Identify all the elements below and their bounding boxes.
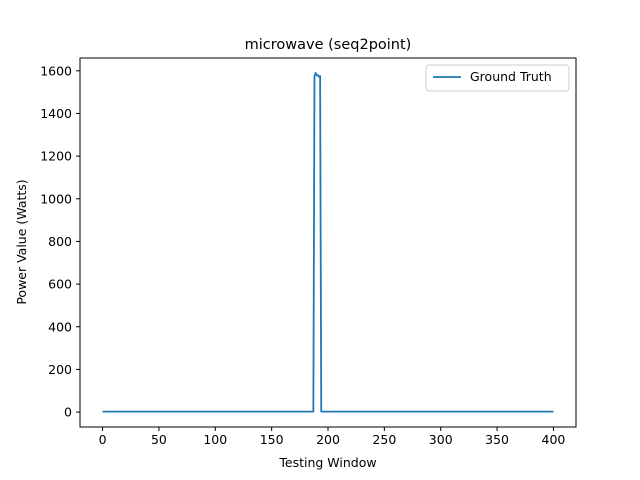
x-tick-label: 200 [316, 432, 340, 447]
y-tick-label: 200 [48, 362, 72, 377]
x-axis-label: Testing Window [278, 455, 376, 470]
y-tick-label: 1400 [40, 106, 72, 121]
y-tick-label: 800 [48, 234, 72, 249]
y-axis-label: Power Value (Watts) [14, 179, 29, 304]
axes-frame [79, 57, 577, 428]
x-tick-label: 150 [260, 432, 284, 447]
y-tick-label: 0 [64, 405, 72, 420]
legend-label-ground-truth: Ground Truth [470, 69, 552, 84]
x-tick-label: 100 [203, 432, 227, 447]
legend-box [425, 64, 570, 92]
series-line-ground-truth [102, 72, 554, 413]
chart-title: microwave (seq2point) [245, 37, 412, 53]
x-tick-label: 250 [372, 432, 396, 447]
x-tick-label: 300 [429, 432, 453, 447]
x-tick-label: 0 [99, 432, 107, 447]
y-tick-label: 600 [48, 277, 72, 292]
legend: Ground Truth [425, 64, 570, 92]
y-tick-label: 1600 [40, 63, 72, 78]
y-tick-label: 400 [48, 319, 72, 334]
y-tick-label: 1200 [40, 149, 72, 164]
x-tick-label: 400 [542, 432, 566, 447]
x-tick-label: 50 [151, 432, 167, 447]
y-tick-label: 1000 [40, 191, 72, 206]
x-tick-label: 350 [485, 432, 509, 447]
